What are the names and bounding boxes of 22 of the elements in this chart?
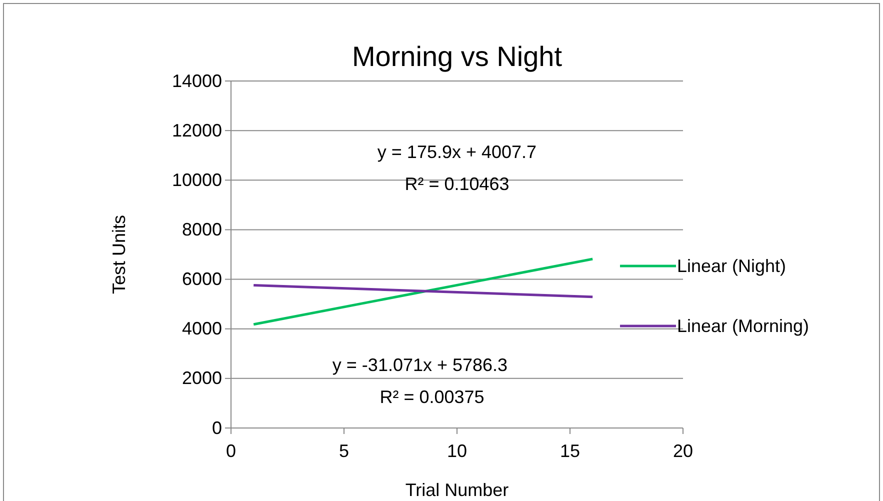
legend-label: Linear (Morning)	[677, 316, 810, 336]
annotation: R² = 0.00375	[380, 387, 484, 407]
y-tick-label: 2000	[182, 368, 222, 388]
annotation: y = 175.9x + 4007.7	[377, 142, 537, 162]
y-tick-label: 8000	[182, 219, 222, 240]
x-tick-label: 10	[446, 440, 468, 461]
y-tick-label: 6000	[182, 269, 222, 290]
chart-title: Morning vs Night	[352, 41, 562, 72]
annotation: y = -31.071x + 5786.3	[332, 355, 508, 375]
y-tick-label: 10000	[172, 170, 222, 190]
y-axis-title: Test Units	[109, 214, 129, 294]
x-tick-label: 20	[672, 440, 694, 461]
y-tick-label: 14000	[172, 70, 222, 91]
x-tick-label: 0	[226, 440, 236, 461]
legend-label: Linear (Night)	[677, 256, 786, 276]
y-tick-label: 12000	[172, 120, 222, 140]
y-tick-label: 0	[212, 418, 222, 438]
x-tick-label: 15	[560, 440, 580, 461]
x-tick-label: 5	[338, 440, 350, 461]
annotation: R² = 0.10463	[404, 174, 510, 194]
x-axis-title: Trial Number	[405, 480, 509, 500]
y-tick-label: 4000	[182, 318, 222, 339]
